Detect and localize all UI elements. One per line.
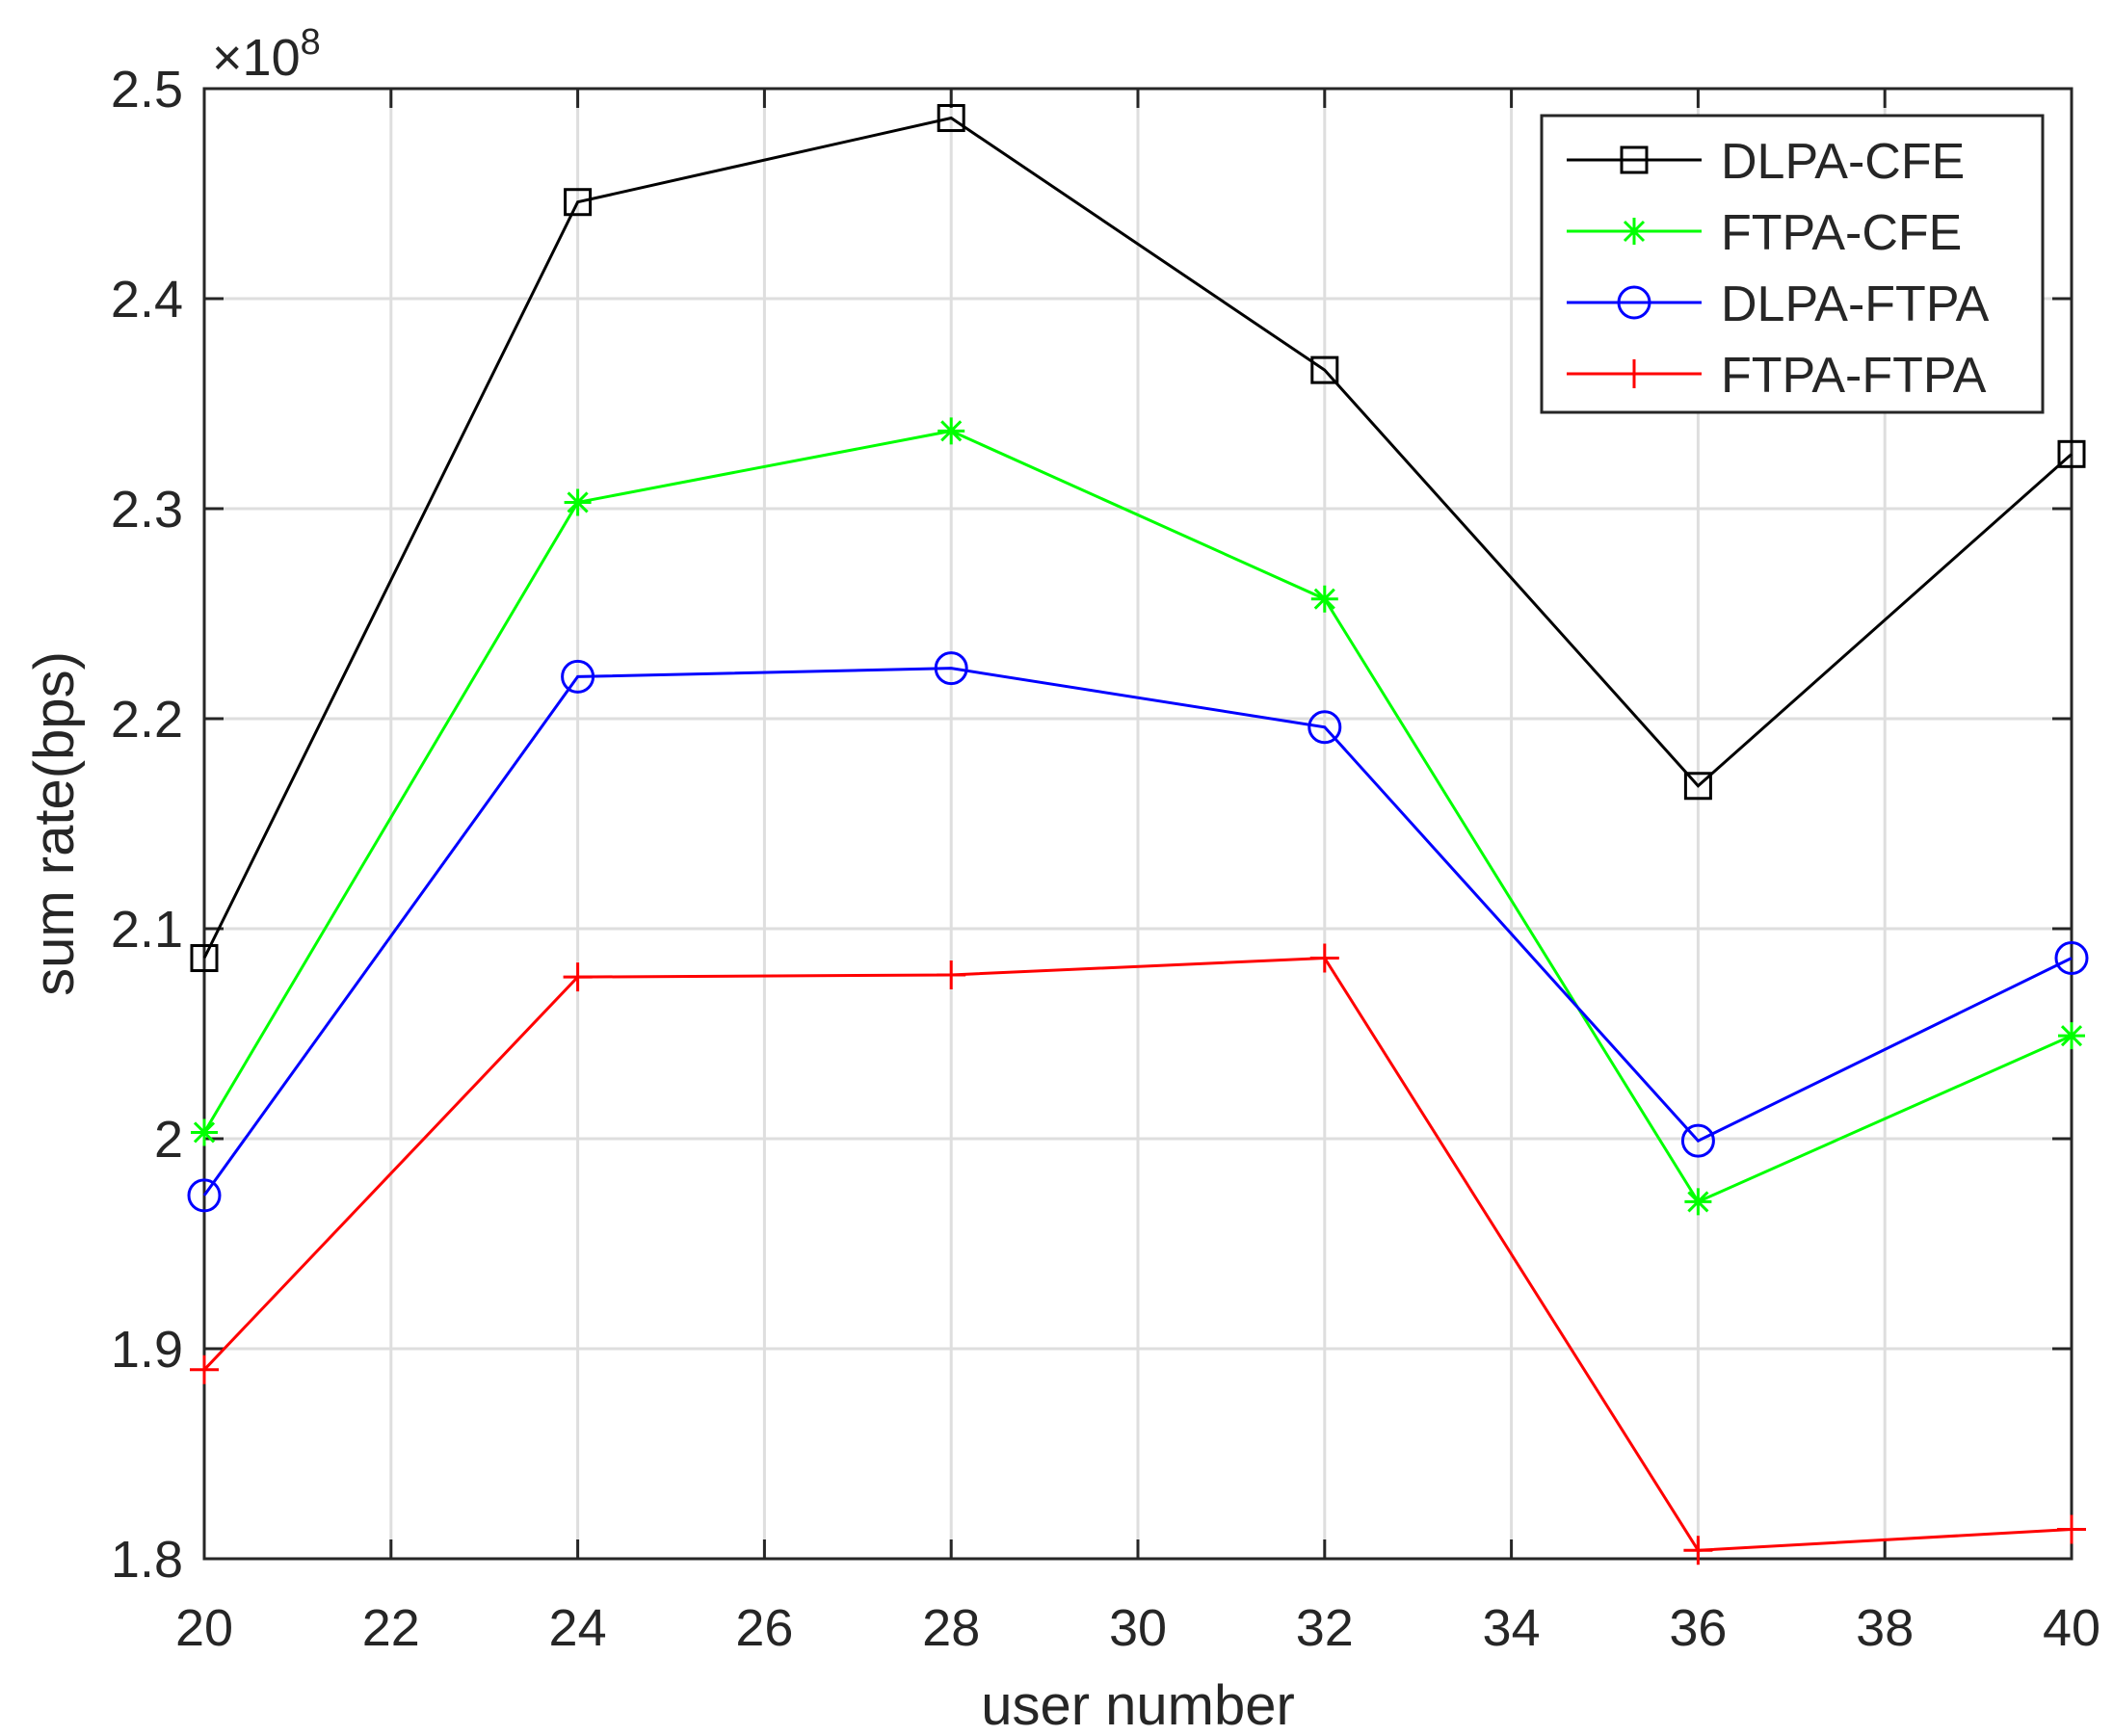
exponent-base: ×10: [212, 29, 301, 87]
y-tick-label: 1.8: [111, 1531, 183, 1589]
data-point-dlpa-ftpa: [2054, 941, 2089, 976]
y-tick-label: 1.9: [111, 1321, 183, 1379]
legend-marker-dlpa-ftpa: [1617, 285, 1651, 320]
series-line-ftpa-ftpa: [202, 956, 2073, 1552]
axis-ticks: 20 22 24 26 28 30 32 34 36 38 40 1.8 1.9 2 2.1 2.2 2.3 2.…: [111, 61, 2100, 1657]
data-point-dlpa-cfe: [190, 944, 219, 973]
y-tick-label: 2.1: [111, 901, 183, 959]
legend-marker-ftpa-ftpa: [1620, 359, 1649, 388]
x-tick-label: 38: [1856, 1599, 1914, 1657]
y-tick-label: 2.4: [111, 271, 183, 329]
x-tick-label: 22: [362, 1599, 420, 1657]
data-point-ftpa-ftpa: [190, 1355, 219, 1384]
legend-label: DLPA-FTPA: [1721, 276, 1990, 332]
x-tick-label: 24: [549, 1599, 607, 1657]
legend: DLPA-CFE FTPA-CFE DLPA-FTPA FTPA-FTPA: [1540, 114, 2045, 414]
data-point-ftpa-ftpa: [563, 962, 593, 992]
y-tick-label: 2.3: [111, 481, 183, 539]
data-point-dlpa-ftpa: [1307, 710, 1342, 745]
data-point-ftpa-cfe: [2058, 1022, 2085, 1050]
legend-label: DLPA-CFE: [1721, 134, 1965, 190]
data-point-dlpa-cfe: [937, 104, 965, 133]
legend-marker-dlpa-cfe: [1620, 145, 1649, 174]
x-tick-label: 20: [175, 1599, 233, 1657]
x-tick-label: 40: [2043, 1599, 2100, 1657]
x-axis-label: user number: [981, 1674, 1295, 1736]
data-point-ftpa-cfe: [1684, 1188, 1712, 1216]
data-point-dlpa-cfe: [2057, 439, 2086, 468]
x-tick-label: 34: [1483, 1599, 1541, 1657]
y-tick-label: 2: [154, 1111, 183, 1169]
data-point-dlpa-cfe: [564, 188, 593, 217]
y-axis-label: sum rate(bps): [23, 651, 86, 996]
data-series: [187, 104, 2089, 1565]
x-tick-label: 36: [1669, 1599, 1727, 1657]
data-point-ftpa-cfe: [564, 488, 592, 516]
data-point-ftpa-ftpa: [937, 960, 966, 989]
data-point-dlpa-ftpa: [561, 659, 595, 694]
data-point-ftpa-cfe: [1310, 585, 1338, 613]
x-tick-label: 30: [1109, 1599, 1167, 1657]
exponent-label: ×108: [212, 22, 321, 87]
y-tick-label: 2.2: [111, 691, 183, 749]
series-line-dlpa-ftpa: [202, 667, 2073, 1197]
legend-marker-ftpa-cfe: [1621, 218, 1648, 245]
y-tick-label: 2.5: [111, 61, 183, 118]
series-line-ftpa-cfe: [202, 429, 2073, 1204]
data-point-dlpa-cfe: [1310, 355, 1339, 384]
data-point-dlpa-cfe: [1683, 772, 1712, 801]
data-point-dlpa-ftpa: [1680, 1123, 1715, 1158]
x-tick-label: 28: [922, 1599, 980, 1657]
data-point-ftpa-cfe: [191, 1118, 218, 1146]
data-point-dlpa-ftpa: [187, 1178, 222, 1213]
series-line-dlpa-cfe: [202, 116, 2073, 960]
data-point-ftpa-cfe: [938, 417, 965, 445]
x-tick-label: 32: [1296, 1599, 1354, 1657]
data-point-ftpa-ftpa: [2057, 1514, 2086, 1544]
legend-label: FTPA-FTPA: [1721, 348, 1987, 404]
x-tick-label: 26: [735, 1599, 793, 1657]
legend-label: FTPA-CFE: [1721, 205, 1962, 261]
data-point-dlpa-ftpa: [934, 651, 968, 686]
legend-box: [1540, 114, 2045, 414]
exponent-power: 8: [301, 22, 321, 63]
data-point-ftpa-ftpa: [1309, 943, 1339, 973]
data-point-ftpa-ftpa: [1683, 1536, 1713, 1565]
